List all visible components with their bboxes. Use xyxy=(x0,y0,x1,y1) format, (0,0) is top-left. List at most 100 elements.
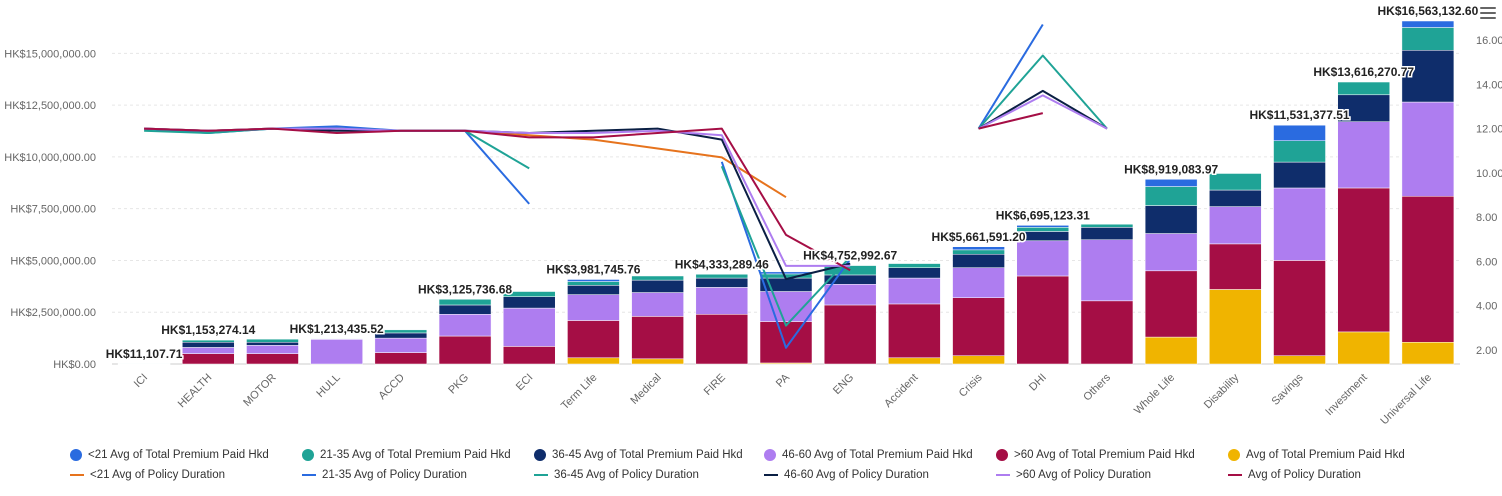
bar-segment xyxy=(374,352,428,365)
bar-segment xyxy=(567,294,620,321)
y-right-tick-label: 12.00 xyxy=(1476,124,1502,136)
x-tick-label: Term Life xyxy=(559,372,599,412)
bar-segment xyxy=(1016,225,1070,228)
bar-segment xyxy=(1209,289,1262,365)
x-tick-label: Universal Life xyxy=(1378,372,1434,428)
legend-item[interactable]: >60 Avg of Total Premium Paid Hkd xyxy=(996,449,1195,461)
legend-row-bars: <21 Avg of Total Premium Paid Hkd 21-35 A… xyxy=(70,449,1470,469)
bar-segment xyxy=(952,297,1005,356)
legend-dot-swatch xyxy=(70,449,82,461)
bar-segment xyxy=(310,338,363,340)
hamburger-menu-icon[interactable] xyxy=(1480,4,1496,20)
x-tick-label: FIRE xyxy=(702,372,728,398)
legend-line-swatch xyxy=(996,474,1010,476)
x-tick-label: Medical xyxy=(628,372,663,407)
legend-label: 46-60 Avg of Total Premium Paid Hkd xyxy=(782,449,973,461)
bar-segment xyxy=(1080,223,1134,228)
y-right-tick-label: 2.00 xyxy=(1476,345,1497,357)
bar-segment xyxy=(1209,243,1262,290)
bar-segment xyxy=(631,316,684,360)
x-tick-label: Crisis xyxy=(957,371,985,399)
x-tick-label: HEALTH xyxy=(176,372,215,411)
bar-segment xyxy=(1401,20,1455,28)
data-label: HK$3,125,736.68 xyxy=(418,282,512,296)
x-tick-label: ACCD xyxy=(376,372,407,403)
x-tick-label: ENG xyxy=(831,372,856,397)
legend-item[interactable]: <21 Avg of Total Premium Paid Hkd xyxy=(70,449,269,461)
legend-item[interactable]: 21-35 Avg of Policy Duration xyxy=(302,469,467,481)
legend-item[interactable]: 36-45 Avg of Policy Duration xyxy=(534,469,699,481)
legend-dot-swatch xyxy=(764,449,776,461)
legend-item[interactable]: 46-60 Avg of Policy Duration xyxy=(764,469,929,481)
legend-label: <21 Avg of Total Premium Paid Hkd xyxy=(88,449,269,461)
legend-item[interactable]: >60 Avg of Policy Duration xyxy=(996,469,1151,481)
bar-segment xyxy=(695,277,749,288)
bar-segment xyxy=(246,338,299,343)
legend-item[interactable]: Avg of Total Premium Paid Hkd xyxy=(1228,449,1405,461)
legend-dot-swatch xyxy=(996,449,1008,461)
bar-segment xyxy=(182,339,235,343)
bar-segment xyxy=(567,281,620,286)
x-tick-label: ICI xyxy=(132,372,150,390)
chart-legend: <21 Avg of Total Premium Paid Hkd 21-35 A… xyxy=(70,449,1470,489)
legend-item[interactable]: 36-45 Avg of Total Premium Paid Hkd xyxy=(534,449,743,461)
x-tick-label: Savings xyxy=(1269,371,1306,408)
bar-segment xyxy=(952,267,1005,298)
bar-segment xyxy=(1337,187,1390,333)
data-label: HK$1,153,274.14 xyxy=(161,323,255,337)
legend-item[interactable]: 46-60 Avg of Total Premium Paid Hkd xyxy=(764,449,973,461)
y-right-tick-label: 14.00 xyxy=(1476,79,1502,91)
y-left-tick-label: HK$12,500,000.00 xyxy=(4,100,96,112)
x-tick-label: Whole Life xyxy=(1132,372,1177,417)
legend-item[interactable]: 21-35 Avg of Total Premium Paid Hkd xyxy=(302,449,511,461)
bar-segment xyxy=(1401,342,1455,365)
legend-dot-swatch xyxy=(534,449,546,461)
bar-segment xyxy=(952,249,1005,255)
data-label: HK$3,981,745.76 xyxy=(546,262,640,276)
bar-segment xyxy=(952,246,1005,251)
legend-label: Avg of Policy Duration xyxy=(1248,469,1361,481)
bar-segment xyxy=(182,342,235,348)
bar-segment xyxy=(502,307,556,347)
bar-segment xyxy=(438,304,492,315)
bar-segment xyxy=(567,357,620,365)
data-label: HK$13,616,270.77 xyxy=(1313,65,1414,79)
x-tick-label: Accident xyxy=(882,372,920,410)
y-left-tick-label: HK$15,000,000.00 xyxy=(4,48,96,60)
line-series xyxy=(144,112,1044,272)
bar-segment xyxy=(246,353,299,365)
bar-segment xyxy=(1080,239,1134,302)
bar-segment xyxy=(502,296,556,309)
bar-segment xyxy=(888,357,941,365)
bar-segment xyxy=(438,314,492,337)
bar-segment xyxy=(1016,240,1070,277)
bar-segment xyxy=(502,346,556,365)
y-left-tick-label: HK$2,500,000.00 xyxy=(10,307,96,319)
legend-label: 46-60 Avg of Policy Duration xyxy=(784,469,929,481)
x-tick-label: HULL xyxy=(314,372,342,400)
y-left-tick-label: HK$7,500,000.00 xyxy=(10,204,96,216)
legend-item[interactable]: <21 Avg of Policy Duration xyxy=(70,469,225,481)
line-series xyxy=(144,127,787,199)
bar-segment xyxy=(117,363,171,365)
legend-line-swatch xyxy=(764,474,778,476)
bar-segment xyxy=(759,271,813,275)
bar-segment xyxy=(823,284,877,306)
legend-label: Avg of Total Premium Paid Hkd xyxy=(1246,449,1405,461)
x-tick-label: Investment xyxy=(1323,372,1370,419)
legend-line-swatch xyxy=(1228,474,1242,476)
y-left-tick-label: HK$10,000,000.00 xyxy=(4,152,96,164)
bar-segment xyxy=(1273,355,1326,365)
bar-segment xyxy=(952,355,1005,365)
data-label: HK$11,107.71 xyxy=(106,347,183,361)
bar-segment xyxy=(1273,161,1326,189)
bar-segment xyxy=(1144,270,1198,338)
bar-segment xyxy=(438,299,492,306)
legend-item[interactable]: Avg of Policy Duration xyxy=(1228,469,1361,481)
legend-label: 36-45 Avg of Policy Duration xyxy=(554,469,699,481)
bar-segment xyxy=(1144,186,1198,206)
data-label: HK$8,919,083.97 xyxy=(1124,162,1218,176)
bar-segment xyxy=(1401,50,1455,103)
x-tick-label: PA xyxy=(774,371,793,390)
bar-segment xyxy=(1401,27,1455,51)
